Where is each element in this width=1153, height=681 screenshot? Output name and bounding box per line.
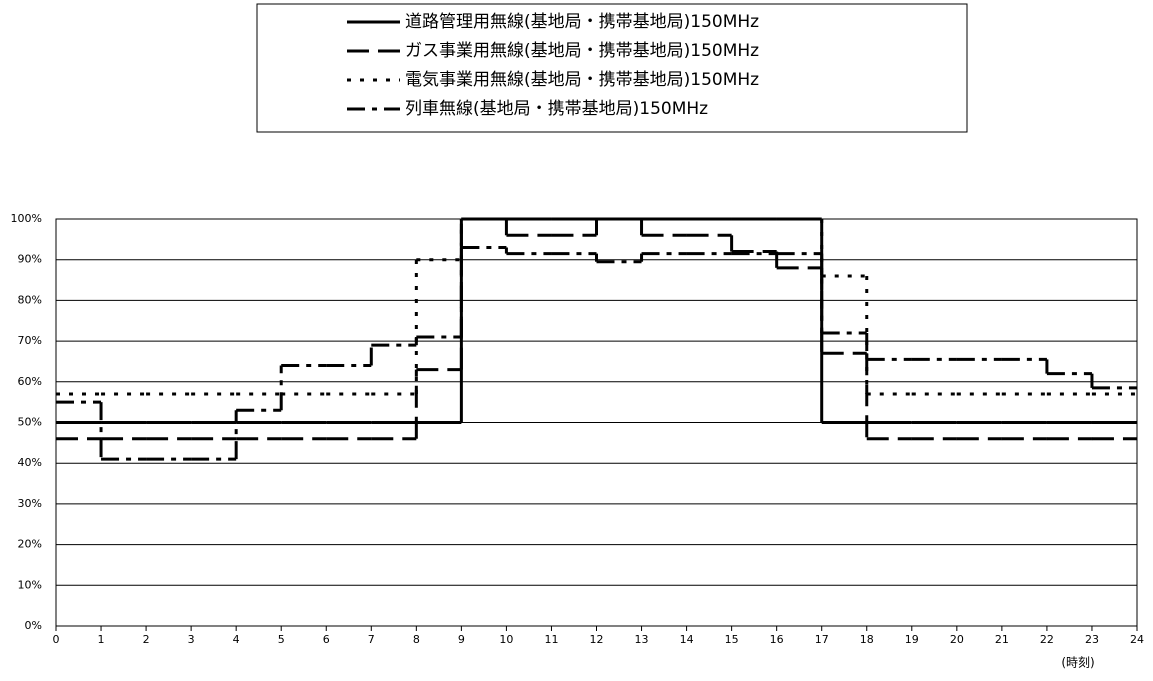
x-tick-label: 7 xyxy=(368,633,375,646)
x-tick-label: 12 xyxy=(590,633,604,646)
x-tick-label: 22 xyxy=(1040,633,1054,646)
x-tick-label: 13 xyxy=(635,633,649,646)
x-tick-label: 23 xyxy=(1085,633,1099,646)
x-tick-label: 8 xyxy=(413,633,420,646)
legend-box xyxy=(256,3,968,133)
x-tick-label: 16 xyxy=(770,633,784,646)
x-tick-label: 17 xyxy=(815,633,829,646)
x-tick-label: 20 xyxy=(950,633,964,646)
y-tick-label: 90% xyxy=(18,253,42,266)
x-tick-label: 15 xyxy=(725,633,739,646)
x-tick-label: 19 xyxy=(905,633,919,646)
x-tick-label: 18 xyxy=(860,633,874,646)
x-tick-label: 4 xyxy=(233,633,240,646)
x-tick-label: 2 xyxy=(143,633,150,646)
y-tick-label: 80% xyxy=(18,293,42,306)
x-tick-label: 0 xyxy=(53,633,60,646)
y-tick-label: 0% xyxy=(25,619,42,632)
x-tick-label: 6 xyxy=(323,633,330,646)
x-tick-label: 5 xyxy=(278,633,285,646)
x-tick-label: 9 xyxy=(458,633,465,646)
x-tick-label: 21 xyxy=(995,633,1009,646)
y-tick-label: 50% xyxy=(18,416,42,429)
x-tick-label: 14 xyxy=(680,633,694,646)
y-tick-label: 30% xyxy=(18,497,42,510)
y-tick-label: 60% xyxy=(18,375,42,388)
x-tick-label: 1 xyxy=(98,633,105,646)
x-tick-label: 11 xyxy=(544,633,558,646)
legend-label: 電気事業用無線(基地局・携帯基地局)150MHz xyxy=(405,70,759,90)
y-tick-label: 20% xyxy=(18,538,42,551)
y-tick-label: 70% xyxy=(18,334,42,347)
x-tick-label: 3 xyxy=(188,633,195,646)
x-tick-label: 24 xyxy=(1130,633,1144,646)
legend-label: ガス事業用無線(基地局・携帯基地局)150MHz xyxy=(405,41,759,61)
legend-label: 列車無線(基地局・携帯基地局)150MHz xyxy=(405,99,708,119)
x-axis-label: (時刻) xyxy=(1061,656,1094,670)
x-tick-label: 10 xyxy=(499,633,513,646)
legend-label: 道路管理用無線(基地局・携帯基地局)150MHz xyxy=(405,12,759,32)
y-tick-label: 100% xyxy=(11,212,42,225)
y-tick-label: 10% xyxy=(18,578,42,591)
y-tick-label: 40% xyxy=(18,456,42,469)
